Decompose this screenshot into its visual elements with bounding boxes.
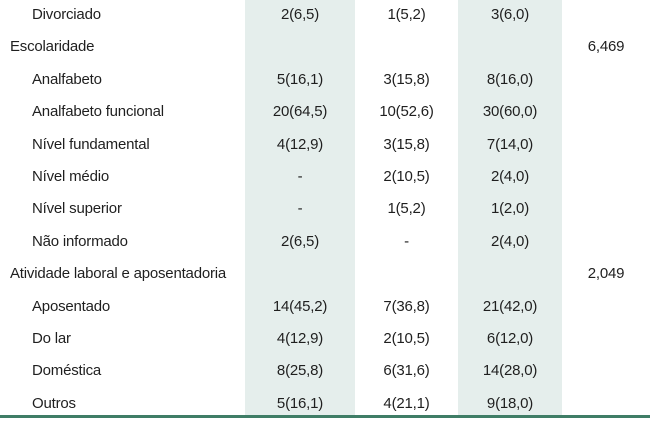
value-col-3: 14(28,0) — [482, 362, 538, 380]
value-col-1: 5(16,1) — [276, 394, 324, 412]
value-col-1: 4(12,9) — [276, 135, 324, 153]
table-row: Divorciado 2(6,5) 1(5,2) 3(6,0) — [0, 0, 650, 32]
value-col-1: 20(64,5) — [272, 103, 328, 121]
value-col-1: 8(25,8) — [276, 362, 324, 380]
row-label: Divorciado — [32, 6, 101, 23]
value-col-1: 4(12,9) — [276, 330, 324, 347]
value-col-2: 7(36,8) — [383, 297, 430, 315]
value-col-2: 3(15,8) — [383, 70, 430, 88]
table-row: Não informado 2(6,5) - 2(4,0) — [0, 227, 650, 259]
shaded-column-1 — [245, 0, 355, 416]
row-label: Outros — [32, 394, 76, 412]
table-section-row: Atividade laboral e aposentadoria 2,049 — [0, 259, 650, 291]
value-col-1: - — [297, 200, 303, 218]
value-col-3: 2(4,0) — [491, 168, 529, 185]
value-col-3 — [458, 32, 562, 64]
row-label: Nível superior — [32, 200, 122, 218]
row-label: Analfabeto — [32, 70, 102, 88]
value-col-1: 2(6,5) — [281, 232, 319, 250]
row-label: Nível médio — [32, 168, 109, 185]
value-col-2: 2(10,5) — [383, 330, 430, 347]
value-col-2: 10(52,6) — [379, 103, 434, 121]
table-row: Doméstica 8(25,8) 6(31,6) 14(28,0) — [0, 356, 650, 388]
value-col-3: 21(42,0) — [482, 297, 538, 315]
value-col-2: - — [404, 232, 409, 250]
value-col-2: 6(31,6) — [383, 362, 430, 380]
p-value — [562, 194, 650, 226]
table-row: Aposentado 14(45,2) 7(36,8) 21(42,0) — [0, 292, 650, 324]
table-bottom-rule — [0, 415, 650, 418]
table-row: Nível médio - 2(10,5) 2(4,0) — [0, 162, 650, 194]
p-value — [562, 130, 650, 162]
table-row: Outros 5(16,1) 4(21,1) 9(18,0) — [0, 389, 650, 421]
p-value — [562, 324, 650, 356]
value-col-3: 30(60,0) — [482, 103, 538, 121]
p-value — [562, 292, 650, 324]
table-row: Analfabeto 5(16,1) 3(15,8) 8(16,0) — [0, 65, 650, 97]
value-col-1: 2(6,5) — [281, 6, 319, 23]
row-label: Doméstica — [32, 362, 102, 380]
p-value — [562, 97, 650, 129]
value-col-2: 1(5,2) — [387, 6, 426, 23]
table-row: Nível fundamental 4(12,9) 3(15,8) 7(14,0) — [0, 130, 650, 162]
row-label: Nível fundamental — [32, 135, 150, 153]
p-value — [562, 356, 650, 388]
p-value — [562, 0, 650, 32]
p-value: 2,049 — [587, 265, 625, 283]
value-col-3: 8(16,0) — [486, 70, 534, 88]
table-section-row: Escolaridade 6,469 — [0, 32, 650, 64]
value-col-3: 1(2,0) — [491, 200, 529, 218]
value-col-3: 3(6,0) — [491, 6, 529, 23]
value-col-1: 14(45,2) — [272, 297, 328, 315]
table-row: Do lar 4(12,9) 2(10,5) 6(12,0) — [0, 324, 650, 356]
value-col-1: 5(16,1) — [276, 70, 324, 88]
row-label: Não informado — [32, 232, 128, 250]
value-col-3: 6(12,0) — [486, 330, 534, 347]
p-value — [562, 162, 650, 194]
value-col-3: 2(4,0) — [491, 232, 529, 250]
value-col-2: 4(21,1) — [383, 394, 430, 412]
value-col-3: 7(14,0) — [486, 135, 534, 153]
value-col-2: 2(10,5) — [383, 168, 430, 185]
value-col-2: 3(15,8) — [383, 135, 430, 153]
p-value — [562, 65, 650, 97]
value-col-3: 9(18,0) — [486, 394, 534, 412]
value-col-1 — [245, 259, 355, 291]
table-row: Analfabeto funcional 20(64,5) 10(52,6) 30(6… — [0, 97, 650, 129]
section-label: Escolaridade — [10, 38, 95, 56]
table-row: Nível superior - 1(5,2) 1(2,0) — [0, 194, 650, 226]
value-col-1 — [245, 32, 355, 64]
p-value: 6,469 — [587, 38, 625, 56]
shaded-column-3 — [458, 0, 562, 416]
p-value — [562, 227, 650, 259]
value-col-3 — [458, 259, 562, 291]
value-col-2: 1(5,2) — [387, 200, 426, 218]
value-col-2 — [355, 259, 458, 291]
row-label: Aposentado — [32, 297, 111, 315]
section-label: Atividade laboral e aposentadoria — [10, 265, 227, 283]
value-col-1: - — [297, 168, 303, 185]
row-label: Analfabeto funcional — [32, 103, 164, 121]
row-label: Do lar — [32, 330, 71, 347]
value-col-2 — [355, 32, 458, 64]
